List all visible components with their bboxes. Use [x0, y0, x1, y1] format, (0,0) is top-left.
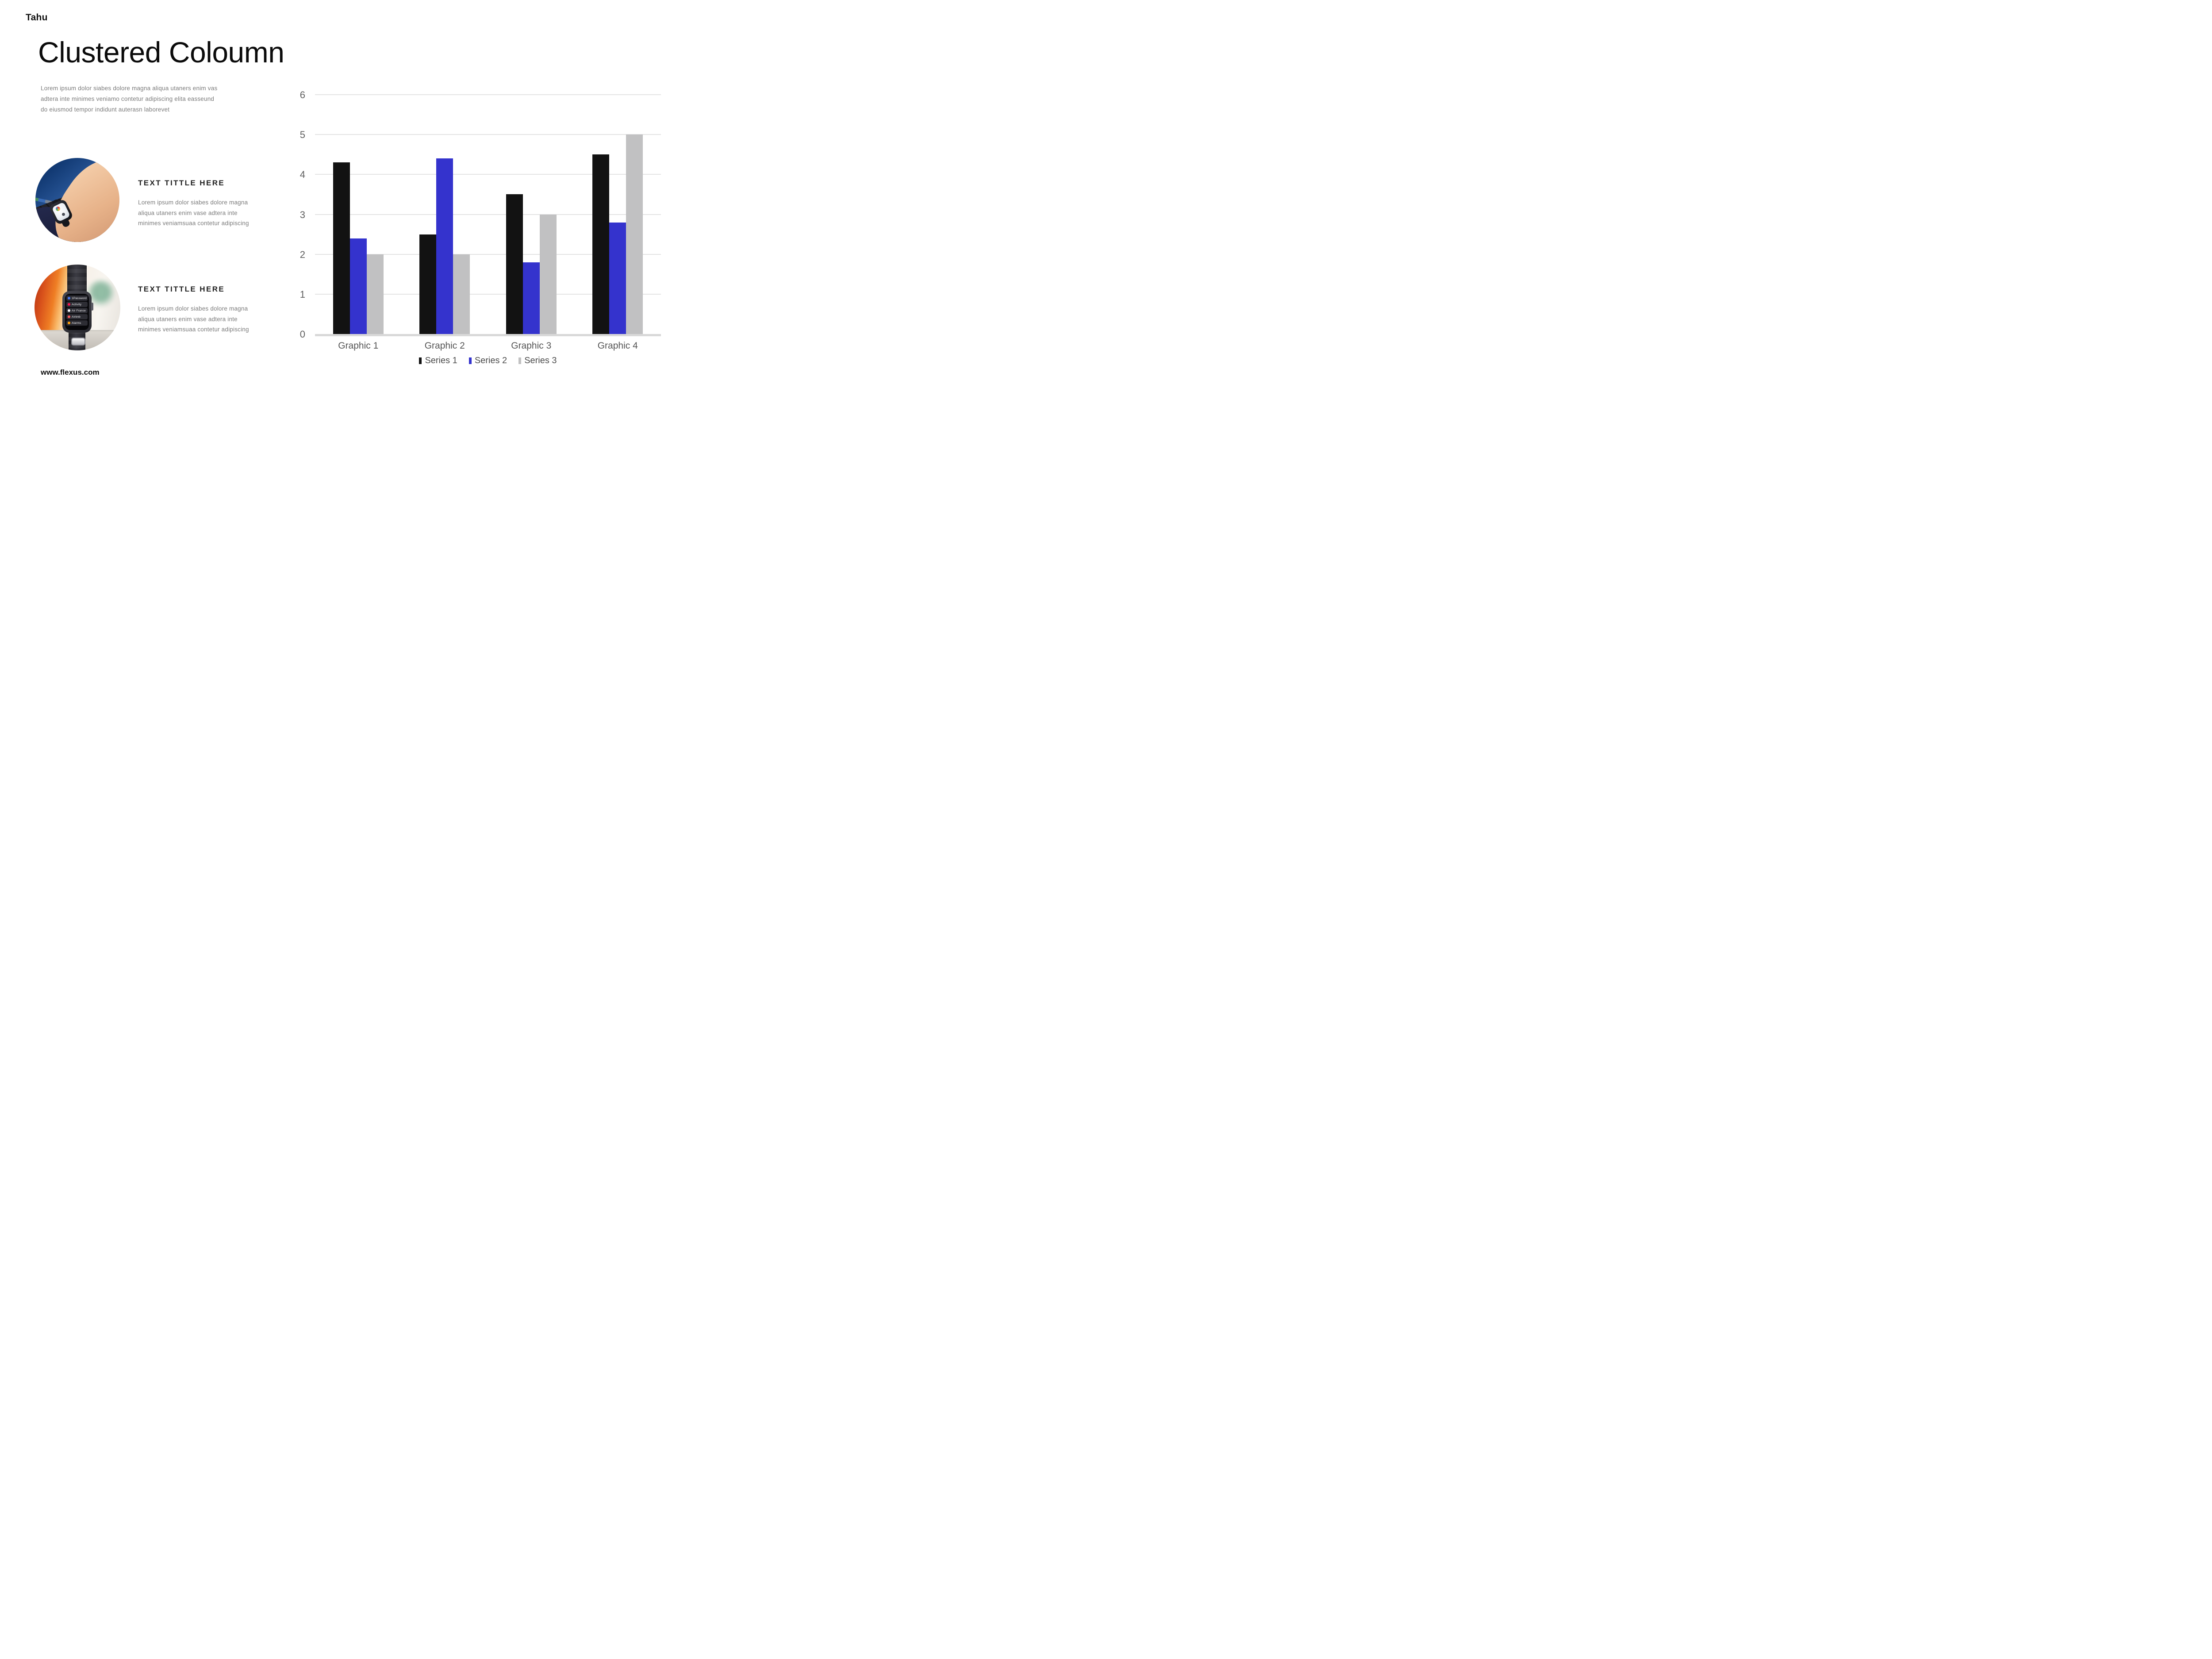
legend-label: Series 3	[524, 356, 557, 365]
y-axis-tick-label: 4	[300, 169, 305, 180]
bar-series-3	[539, 214, 557, 334]
feature-photo-wrist-watch	[35, 158, 119, 242]
1password-app-icon	[68, 297, 70, 300]
air-france-app-icon	[68, 309, 70, 312]
legend-label: Series 1	[425, 356, 457, 365]
watch-side-button	[91, 303, 93, 311]
y-axis-tick-label: 1	[300, 288, 305, 300]
bar-series-1	[419, 234, 437, 334]
watch-app-label: Air France	[72, 309, 86, 312]
watch-app-label: Activity	[72, 303, 82, 306]
legend-swatch-icon	[419, 357, 422, 364]
plot-area: 0 1 2 3 4 5 6	[300, 89, 661, 340]
legend-swatch-icon	[518, 357, 522, 364]
bar-series-1	[506, 194, 523, 334]
gridline	[315, 293, 661, 295]
watch-app-row: Air France	[66, 308, 88, 313]
y-axis-tick-label: 6	[300, 89, 305, 100]
legend-item: Series 3	[518, 356, 557, 366]
watch-app-label: 1Password	[72, 296, 87, 300]
gridline	[315, 174, 661, 175]
alarms-app-icon	[68, 322, 70, 324]
watch-subdial	[62, 213, 65, 216]
feature-body: Lorem ipsum dolor siabes dolore magna al…	[138, 305, 249, 333]
gridline	[315, 94, 661, 95]
feature-body: Lorem ipsum dolor siabes dolore magna al…	[138, 199, 249, 227]
feature-title: TEXT TITTLE HERE	[138, 179, 225, 187]
bar-series-3	[366, 254, 384, 334]
bar-series-2	[609, 222, 626, 334]
y-axis-tick-label: 3	[300, 209, 305, 220]
intro-paragraph: Lorem ipsum dolor siabes dolore magna al…	[41, 85, 218, 113]
footer-website-link[interactable]: www.flexus.com	[41, 368, 100, 376]
legend-item: Series 1	[419, 356, 457, 366]
slide-canvas: Tahu Clustered Coloumn Lorem ipsum dolor…	[0, 0, 708, 398]
bar-series-2	[436, 158, 453, 334]
feature-title: TEXT TITTLE HERE	[138, 285, 225, 293]
x-axis-category-label: Graphic 3	[511, 341, 552, 351]
y-axis-tick-label: 2	[300, 249, 305, 260]
bar-series-3	[453, 254, 470, 334]
watch-app-label: Airbnb	[72, 315, 81, 319]
watch-app-row: Alarms	[66, 320, 88, 326]
legend-swatch-icon	[469, 357, 472, 364]
gridline	[315, 214, 661, 215]
airbnb-app-icon	[68, 315, 70, 318]
page-title: Clustered Coloumn	[38, 36, 284, 69]
watch-app-row: Airbnb	[66, 314, 88, 319]
bar-series-1	[592, 154, 610, 334]
x-axis-category-label: Graphic 4	[597, 341, 638, 351]
bar-series-1	[333, 162, 350, 334]
watch-app-row: 1Password	[66, 296, 88, 301]
y-axis-tick-label: 0	[300, 329, 305, 340]
watch-app-row: Activity	[66, 302, 88, 307]
watch-strap-clasp	[71, 338, 85, 346]
legend-item: Series 2	[469, 356, 507, 366]
feature-photo-standing-watch: 1Password Activity Air France Airbnb Alarms	[35, 265, 120, 350]
x-axis-category-label: Graphic 1	[338, 341, 379, 351]
y-axis-tick-label: 5	[300, 129, 305, 141]
chart-legend: Series 1 Series 2 Series 3	[315, 356, 661, 366]
bar-series-2	[349, 238, 367, 334]
bar-series-2	[522, 262, 540, 334]
activity-app-icon	[68, 303, 70, 306]
bar-series-3	[626, 134, 643, 334]
brand-logo: Tahu	[26, 12, 48, 23]
gridline	[315, 134, 661, 135]
watch-app-label: Alarms	[72, 321, 81, 325]
watch-app-list: 1Password Activity Air France Airbnb Alarms	[66, 296, 88, 326]
legend-label: Series 2	[474, 356, 507, 365]
x-axis-category-label: Graphic 2	[424, 341, 465, 351]
clustered-column-chart: 0 1 2 3 4 5 6 Series 1 Series 2 Series 3 Graphic…	[300, 89, 661, 387]
gridline	[315, 253, 661, 255]
